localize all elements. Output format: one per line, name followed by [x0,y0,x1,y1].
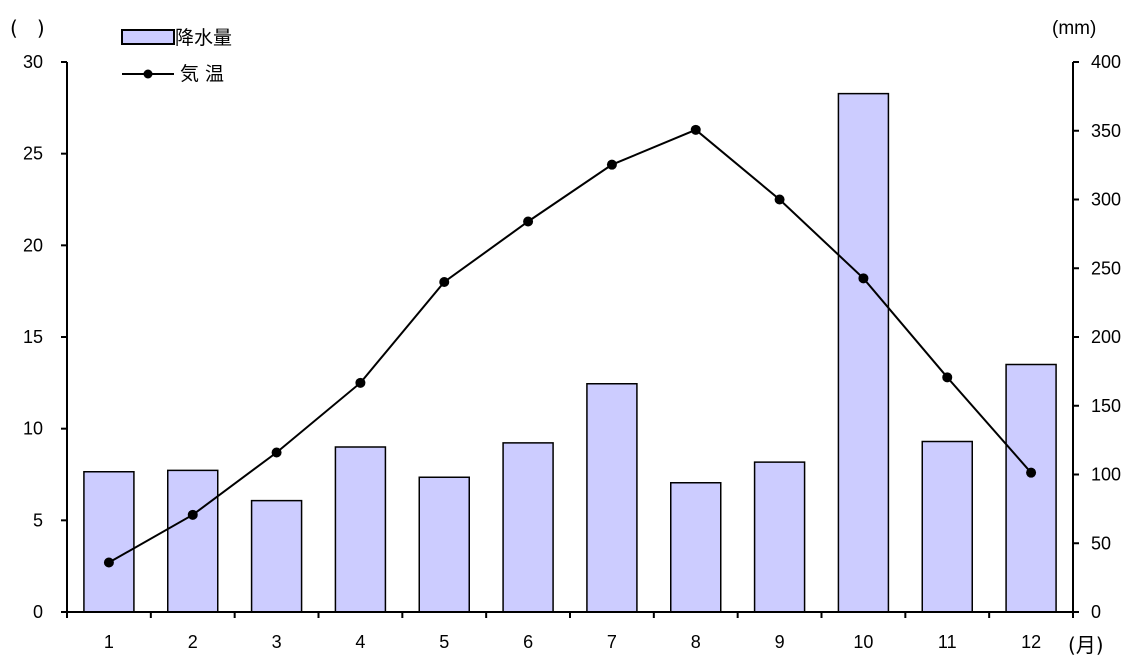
left-axis-tick-label: 25 [23,144,43,164]
right-axis-tick-label: 0 [1091,602,1101,622]
right-axis-tick-label: 50 [1091,533,1111,553]
temperature-point [523,216,534,227]
right-axis-unit-label: (mm) [1052,18,1096,39]
temperature-point [690,124,701,135]
x-axis-tick-label: 5 [439,632,449,652]
x-axis-tick-label: 10 [853,632,873,652]
right-axis-tick-label: 250 [1091,258,1121,278]
precipitation-bar [921,440,973,613]
left-axis-unit-label: ( ) [10,16,45,40]
temperature-point [187,509,198,520]
temperature-point [439,277,450,287]
left-axis-tick-label: 30 [23,52,43,72]
x-axis-tick-label: 7 [607,632,617,652]
x-axis-tick-label: 11 [938,632,957,652]
temperature-point [355,377,366,388]
precipitation-bar [250,499,303,613]
precipitation-bar [334,446,387,613]
precipitation-bar [753,461,806,613]
x-axis-tick-label: 3 [272,632,282,652]
precipitation-bar [1005,363,1057,613]
x-axis-tick-label: 4 [355,632,365,652]
right-axis-tick-label: 400 [1091,52,1121,72]
x-axis-tick-label: 1 [104,632,114,652]
right-axis-tick-label: 100 [1091,465,1121,485]
temperature-line [108,128,1032,564]
precipitation-bar [167,469,219,613]
temperature-point [774,194,785,205]
x-axis-tick-label: 8 [691,632,701,652]
legend-line-marker [143,69,153,79]
left-axis-tick-label: 10 [23,419,43,439]
x-axis-tick-label: 12 [1021,632,1041,652]
legend: 降水量 気 温 [121,27,232,85]
temperature-point [942,372,953,383]
left-axis-tick-label: 20 [23,235,43,255]
precipitation-bar [502,442,554,613]
x-axis-tick-label: 2 [188,632,198,652]
legend-bar-swatch [121,29,175,45]
right-axis-tick-label: 150 [1091,396,1121,416]
x-axis-tick-label: 9 [775,632,785,652]
precipitation-bar [83,471,135,613]
legend-line-label: 気 温 [180,63,224,85]
x-axis-tick-label: 6 [523,632,533,652]
temperature-point [858,273,869,284]
right-axis-tick-label: 300 [1091,190,1121,210]
left-axis-tick-label: 15 [23,327,43,347]
left-axis-tick-label: 0 [33,602,43,622]
precipitation-bar [586,383,638,613]
temperature-point [606,159,617,170]
legend-bar-label: 降水量 [175,27,232,49]
temperature-point [271,447,282,458]
precipitation-bar [418,476,470,613]
right-axis-tick-label: 350 [1091,121,1121,141]
temperature-point [103,557,114,568]
left-axis-tick-label: 5 [33,510,43,530]
right-axis-tick-label: 200 [1091,327,1121,347]
temperature-point [1026,467,1037,478]
precipitation-bar [670,482,722,613]
precipitation-bar [837,92,890,613]
x-axis-unit-label: (月) [1068,633,1104,657]
